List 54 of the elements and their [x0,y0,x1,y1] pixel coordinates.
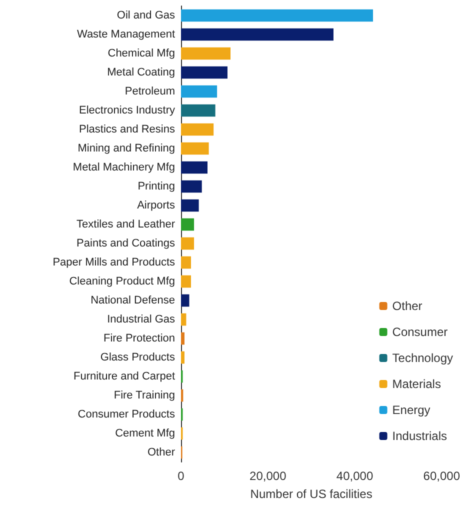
x-tick-label: 0 [178,469,185,483]
y-tick-label: Textiles and Leather [76,218,176,230]
bar [181,180,202,193]
y-tick-label: Paints and Coatings [76,238,176,250]
y-tick-label: Cement Mfg [115,428,175,440]
bar [181,9,374,22]
y-tick-label: Industrial Gas [107,314,176,326]
y-tick-label: Chemical Mfg [108,48,175,60]
y-tick-label: Electronics Industry [79,104,176,116]
y-tick-label: Airports [137,200,176,212]
y-tick-label: Furniture and Carpet [74,370,175,382]
y-tick-label: Printing [138,180,175,192]
y-tick-label: Metal Coating [107,66,175,78]
bar [181,123,214,136]
legend-label: Other [392,299,422,313]
x-tick-label: 40,000 [336,469,374,483]
x-axis-title: Number of US facilities [250,487,372,501]
bar [181,294,190,307]
legend-label: Industrials [392,429,447,443]
x-tick-label: 60,000 [423,469,460,483]
y-tick-label: Fire Protection [103,332,175,344]
bar [181,28,334,41]
bar [181,161,208,174]
bar [181,142,209,155]
y-tick-label: Paper Mills and Products [52,256,176,268]
y-tick-label: Oil and Gas [116,10,176,22]
bar [181,218,194,231]
legend-label: Materials [392,377,441,391]
y-tick-label: National Defense [90,294,175,306]
y-tick-label: Fire Training [114,390,175,402]
bar [181,332,184,345]
bar [181,351,184,364]
y-tick-label: Consumer Products [78,408,176,420]
y-tick-label: Other [147,446,176,458]
legend-label: Energy [392,403,430,417]
y-tick-label: Glass Products [100,352,176,364]
bar [181,66,228,79]
bar [181,85,218,98]
y-tick-label: Plastics and Resins [79,124,176,136]
y-tick-label: Petroleum [124,86,175,98]
bar [181,104,216,117]
bar [181,313,186,326]
y-tick-label: Waste Management [76,28,175,40]
y-tick-label: Cleaning Product Mfg [69,276,175,288]
y-tick-label: Mining and Refining [78,142,175,154]
y-tick-label: Metal Machinery Mfg [72,162,175,174]
bar [181,275,191,288]
bar [181,237,194,250]
bar [181,47,231,60]
bar [181,256,191,269]
x-tick-label: 20,000 [250,469,287,483]
legend-label: Technology [392,351,454,365]
bar [181,199,199,212]
legend-label: Consumer [392,325,448,339]
